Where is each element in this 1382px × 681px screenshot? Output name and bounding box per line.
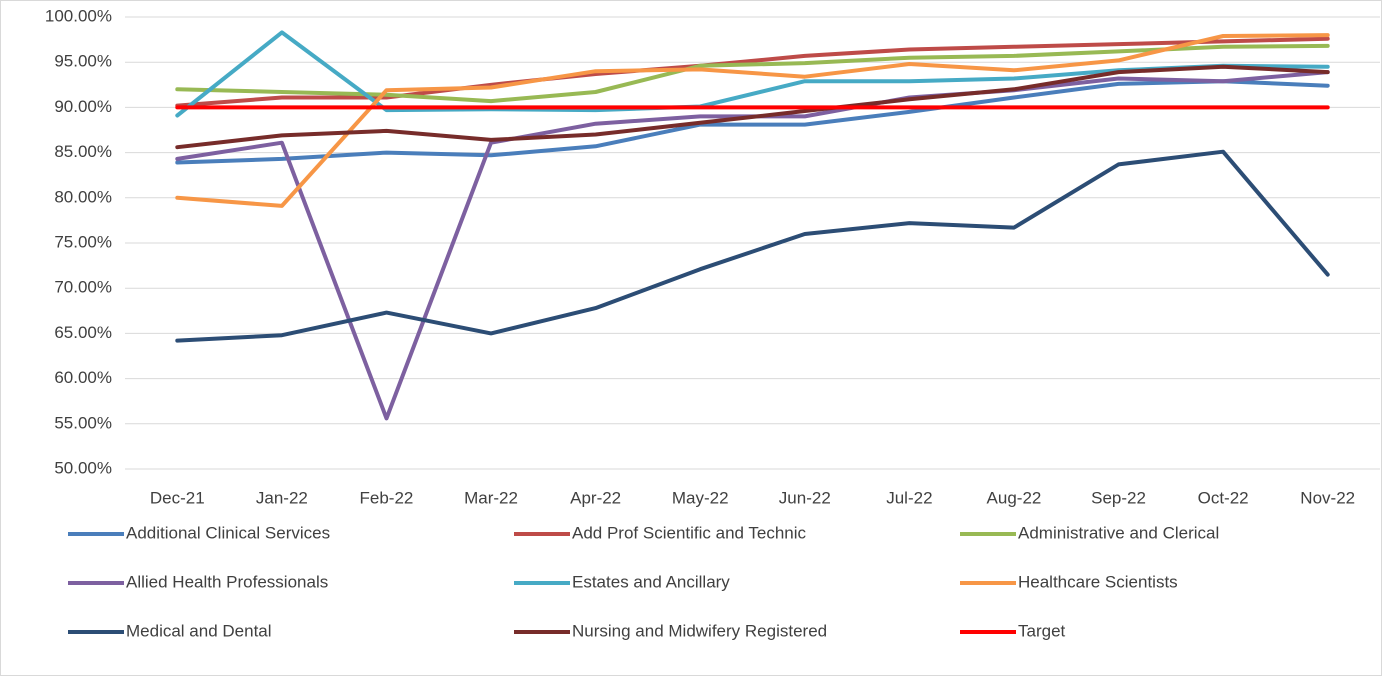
series-line bbox=[175, 43, 1330, 104]
x-tick-label: May-22 bbox=[672, 488, 729, 507]
series-line bbox=[175, 33, 1330, 208]
series-line bbox=[175, 149, 1330, 343]
x-tick-label: Feb-22 bbox=[360, 488, 414, 507]
x-tick-label: Oct-22 bbox=[1198, 488, 1249, 507]
series-line bbox=[175, 64, 1330, 150]
y-tick-label: 75.00% bbox=[54, 232, 112, 251]
x-tick-label: Sep-22 bbox=[1091, 488, 1146, 507]
legend-label: Target bbox=[1018, 621, 1066, 640]
y-tick-label: 90.00% bbox=[54, 97, 112, 116]
series-line bbox=[175, 79, 1330, 165]
x-tick-label: Aug-22 bbox=[987, 488, 1042, 507]
x-tick-label: Apr-22 bbox=[570, 488, 621, 507]
y-tick-label: 95.00% bbox=[54, 52, 112, 71]
x-tick-label: Mar-22 bbox=[464, 488, 518, 507]
legend-label: Estates and Ancillary bbox=[572, 572, 730, 591]
x-tick-label: Jun-22 bbox=[779, 488, 831, 507]
x-tick-label: Jul-22 bbox=[886, 488, 932, 507]
y-tick-label: 60.00% bbox=[54, 368, 112, 387]
y-tick-label: 80.00% bbox=[54, 187, 112, 206]
y-tick-label: 50.00% bbox=[54, 458, 112, 477]
y-tick-label: 85.00% bbox=[54, 142, 112, 161]
x-tick-label: Nov-22 bbox=[1300, 488, 1355, 507]
x-tick-label: Dec-21 bbox=[150, 488, 205, 507]
legend-label: Nursing and Midwifery Registered bbox=[572, 621, 827, 640]
y-tick-label: 55.00% bbox=[54, 413, 112, 432]
legend-label: Healthcare Scientists bbox=[1018, 572, 1178, 591]
y-tick-label: 65.00% bbox=[54, 323, 112, 342]
legend-label: Add Prof Scientific and Technic bbox=[572, 523, 807, 542]
legend-label: Additional Clinical Services bbox=[126, 523, 330, 542]
y-tick-label: 70.00% bbox=[54, 278, 112, 297]
y-tick-label: 100.00% bbox=[45, 6, 112, 25]
x-tick-label: Jan-22 bbox=[256, 488, 308, 507]
legend-label: Administrative and Clerical bbox=[1018, 523, 1219, 542]
legend-label: Medical and Dental bbox=[126, 621, 272, 640]
legend-label: Allied Health Professionals bbox=[126, 572, 328, 591]
